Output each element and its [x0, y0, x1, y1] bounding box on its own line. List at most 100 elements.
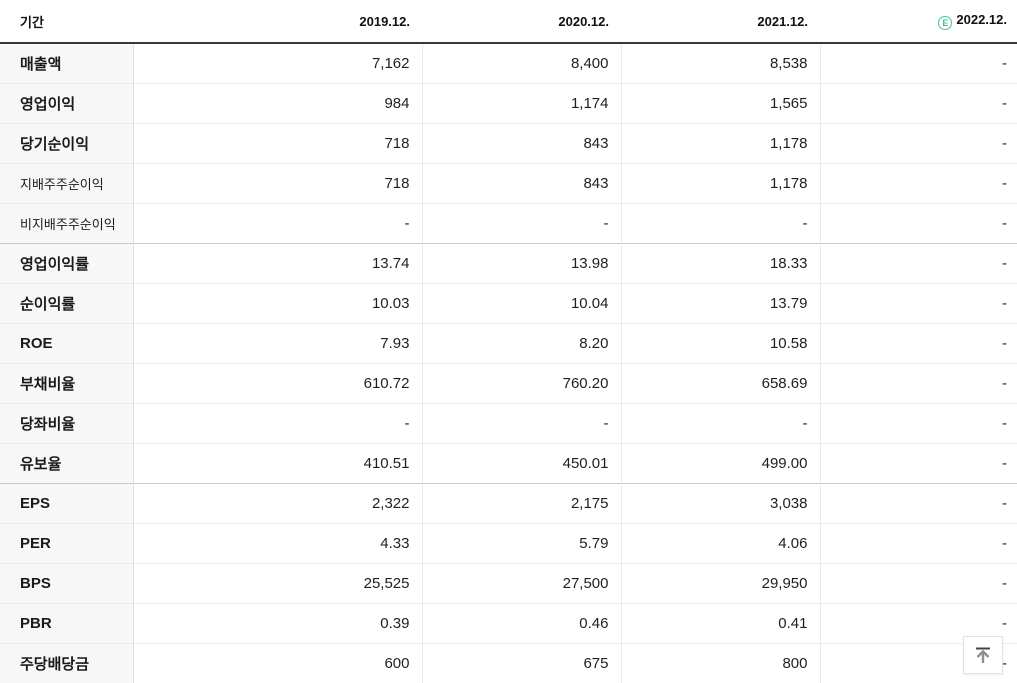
metric-value-cell: 13.79: [620, 283, 820, 323]
metric-value-cell: 8,538: [620, 43, 820, 83]
table-row: 유보율 410.51 450.01 499.00-: [0, 443, 1017, 483]
metric-value-cell: 718: [133, 163, 422, 203]
row-label: BPS: [0, 563, 134, 603]
table-row: 순이익률 10.03 10.04 13.79-: [0, 283, 1017, 323]
table-row: 매출액 7,162 8,400 8,538-: [0, 43, 1017, 83]
row-label: 영업이익: [0, 83, 134, 123]
metric-value-cell: 27,500: [421, 563, 621, 603]
metric-value-cell: 10.04: [421, 283, 621, 323]
row-label: 매출액: [0, 43, 134, 83]
table-body: 매출액 7,162 8,400 8,538- 영업이익 984 1,174 1,565- 당기순…: [0, 43, 1017, 683]
metric-value-cell: 843: [421, 123, 621, 163]
header-col-2022-12-label: 2022.12.: [956, 12, 1007, 27]
metric-value-cell: 499.00: [620, 443, 820, 483]
table-row: 영업이익 984 1,174 1,565-: [0, 83, 1017, 123]
metric-value-cell: -: [133, 403, 422, 443]
table-row: 영업이익률 13.74 13.98 18.33-: [0, 243, 1017, 283]
row-label: 주당배당금: [0, 643, 134, 683]
table-row: PER 4.33 5.79 4.06-: [0, 523, 1017, 563]
estimate-icon: E: [938, 16, 953, 30]
metric-value-cell: -: [819, 123, 1017, 163]
metric-value-cell: -: [819, 283, 1017, 323]
metric-value-cell: 10.58: [620, 323, 820, 363]
metric-value-cell: 658.69: [620, 363, 820, 403]
table-row: PBR 0.39 0.46 0.41-: [0, 603, 1017, 643]
metric-value-cell: 13.74: [133, 243, 422, 283]
row-label: PBR: [0, 603, 134, 643]
metric-value-cell: 800: [620, 643, 820, 683]
metric-value-cell: -: [819, 403, 1017, 443]
metric-value-cell: 13.98: [421, 243, 621, 283]
metric-value-cell: 2,175: [421, 483, 621, 523]
row-label: 부채비율: [0, 363, 134, 403]
table-row: ROE 7.93 8.20 10.58-: [0, 323, 1017, 363]
metric-value-cell: 0.41: [620, 603, 820, 643]
metric-value-cell: 29,950: [620, 563, 820, 603]
metric-value-cell: -: [620, 403, 820, 443]
header-col-2022-12-estimate: E 2022.12.: [820, 0, 1017, 44]
metric-value-cell: 25,525: [133, 563, 422, 603]
metric-value-cell: -: [421, 403, 621, 443]
metric-value-cell: 0.46: [421, 603, 621, 643]
metric-value-cell: -: [819, 243, 1017, 283]
metric-value-cell: 843: [421, 163, 621, 203]
table-row: 지배주주순이익 718 843 1,178-: [0, 163, 1017, 203]
metric-value-cell: -: [819, 483, 1017, 523]
metric-value-cell: 1,174: [421, 83, 621, 123]
metric-value-cell: 1,178: [620, 123, 820, 163]
table-header-row: 기간 2019.12. 2020.12. 2021.12. E 2022.12.: [0, 0, 1017, 44]
metric-value-cell: 1,565: [620, 83, 820, 123]
metric-value-cell: 610.72: [133, 363, 422, 403]
table-row: 비지배주주순이익 - - - -: [0, 203, 1017, 243]
metric-value-cell: 8.20: [421, 323, 621, 363]
metric-value-cell: 984: [133, 83, 422, 123]
arrow-up-to-line-icon: [976, 647, 990, 663]
row-label: 유보율: [0, 443, 134, 483]
header-col-2019-12: 2019.12.: [133, 0, 422, 44]
metric-value-cell: -: [819, 363, 1017, 403]
metric-value-cell: 8,400: [421, 43, 621, 83]
row-label: 당좌비율: [0, 403, 134, 443]
metric-value-cell: -: [819, 523, 1017, 563]
metric-value-cell: 450.01: [421, 443, 621, 483]
header-col-2021-12: 2021.12.: [621, 0, 820, 44]
row-label: EPS: [0, 483, 134, 523]
metric-value-cell: 1,178: [620, 163, 820, 203]
header-col-2020-12: 2020.12.: [422, 0, 621, 44]
table-row: 부채비율 610.72 760.20 658.69-: [0, 363, 1017, 403]
table-row: 주당배당금 600 675 800-: [0, 643, 1017, 683]
metric-value-cell: 4.33: [133, 523, 422, 563]
scroll-to-top-button[interactable]: [963, 636, 1003, 674]
row-label: 영업이익률: [0, 243, 134, 283]
row-label: 비지배주주순이익: [0, 203, 134, 243]
metric-value-cell: 3,038: [620, 483, 820, 523]
metric-value-cell: -: [819, 443, 1017, 483]
metric-value-cell: 760.20: [421, 363, 621, 403]
metric-value-cell: 5.79: [421, 523, 621, 563]
metric-value-cell: 675: [421, 643, 621, 683]
table-row: 당좌비율 - - - -: [0, 403, 1017, 443]
metric-value-cell: -: [620, 203, 820, 243]
row-label: 지배주주순이익: [0, 163, 134, 203]
metric-value-cell: 718: [133, 123, 422, 163]
table-row: EPS 2,322 2,175 3,038-: [0, 483, 1017, 523]
metric-value-cell: -: [133, 203, 422, 243]
metric-value-cell: -: [819, 203, 1017, 243]
metric-value-cell: -: [421, 203, 621, 243]
metric-value-cell: 410.51: [133, 443, 422, 483]
metric-value-cell: -: [819, 43, 1017, 83]
metric-value-cell: 2,322: [133, 483, 422, 523]
metric-value-cell: 18.33: [620, 243, 820, 283]
table-row: 당기순이익 718 843 1,178-: [0, 123, 1017, 163]
metric-value-cell: -: [819, 163, 1017, 203]
metric-value-cell: 4.06: [620, 523, 820, 563]
metric-value-cell: 600: [133, 643, 422, 683]
row-label: 순이익률: [0, 283, 134, 323]
metric-value-cell: 7.93: [133, 323, 422, 363]
table-row: BPS 25,525 27,500 29,950-: [0, 563, 1017, 603]
metric-value-cell: -: [819, 323, 1017, 363]
metric-value-cell: -: [819, 83, 1017, 123]
metric-value-cell: 7,162: [133, 43, 422, 83]
row-label: PER: [0, 523, 134, 563]
